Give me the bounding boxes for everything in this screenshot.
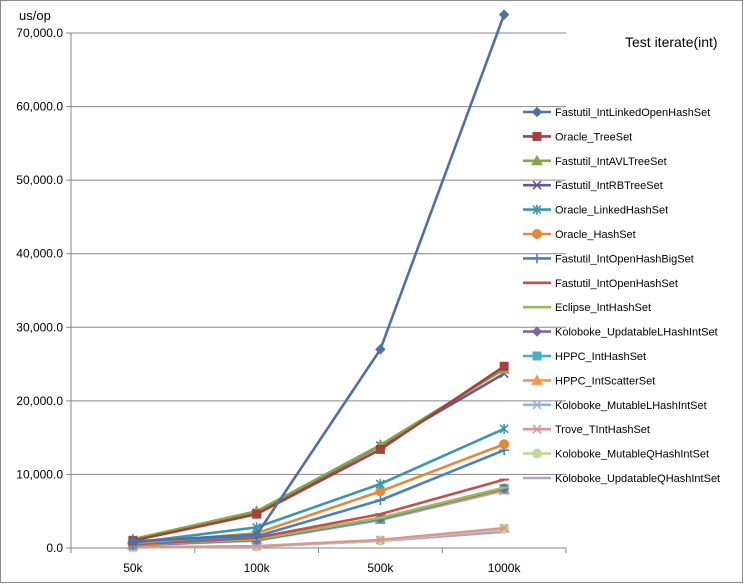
legend-entry: Fastutil_IntOpenHashSet: [523, 278, 678, 290]
series-line: [132, 372, 505, 542]
legend-marker: [531, 154, 543, 166]
legend-label: Eclipse_IntHashSet: [555, 302, 651, 314]
y-tick-label: 10,000.0: [16, 467, 63, 481]
legend-marker: [532, 351, 542, 361]
legend-entry: Fastutil_IntLinkedOpenHashSet: [523, 106, 710, 119]
x-tick-label: 50k: [123, 561, 143, 575]
legend-entry: Oracle_HashSet: [523, 229, 636, 241]
series-line: [132, 448, 505, 545]
legend-label: Oracle_HashSet: [555, 229, 636, 241]
legend-label: Fastutil_IntAVLTreeSet: [555, 156, 667, 168]
legend-label: Fastutil_IntOpenHashSet: [555, 278, 678, 290]
data-point: [375, 344, 386, 355]
legend-marker: [532, 204, 542, 215]
legend-label: Oracle_TreeSet: [555, 131, 632, 143]
legend-label: Trove_TIntHashSet: [555, 424, 650, 436]
series-line: [132, 14, 506, 543]
y-tick-label: 20,000.0: [16, 394, 63, 408]
y-tick-label: 40,000.0: [16, 247, 63, 261]
legend-entry: HPPC_IntScatterSet: [523, 374, 655, 387]
legend-marker: [532, 424, 542, 434]
legend-entry: Fastutil_IntRBTreeSet: [523, 180, 663, 192]
legend-marker: [531, 326, 543, 337]
legend-entry: Koloboke_MutableQHashIntSet: [523, 448, 709, 461]
y-tick-label: 70,000.0: [16, 26, 63, 40]
data-series: [127, 9, 510, 553]
data-point: [251, 529, 262, 540]
legend-entry: Koloboke_MutableLHashIntSet: [523, 400, 707, 412]
legend-label: Fastutil_IntOpenHashBigSet: [555, 253, 694, 265]
series-line: [132, 365, 505, 542]
legend-entry: Koloboke_UpdatableLHashIntSet: [523, 326, 718, 339]
legend-entry: Eclipse_IntHashSet: [523, 302, 651, 314]
legend-marker: [531, 374, 543, 385]
data-point: [127, 536, 139, 547]
data-point: [498, 9, 510, 20]
data-point: [499, 423, 509, 434]
legend-label: Fastutil_IntLinkedOpenHashSet: [555, 107, 710, 119]
legend-label: Koloboke_MutableQHashIntSet: [555, 449, 709, 461]
legend-entry: Koloboke_UpdatableQHashIntSet: [523, 473, 720, 485]
series-line: [132, 427, 505, 545]
legend-label: Koloboke_UpdatableLHashIntSet: [555, 327, 718, 339]
series-fastutil-intavltreeset: [127, 363, 510, 544]
legend-marker: [532, 448, 542, 459]
legend-label: HPPC_IntHashSet: [555, 351, 646, 363]
legend-entry: Oracle_TreeSet: [523, 131, 632, 143]
x-tick-label: 100k: [244, 561, 271, 575]
legend-marker: [532, 229, 542, 239]
legend-marker: [532, 180, 542, 190]
y-axis-label: us/op: [19, 8, 51, 23]
series-line: [132, 526, 505, 549]
legend-entry: Trove_TIntHashSet: [523, 424, 650, 436]
gridlines: [71, 32, 566, 475]
x-tick-label: 500k: [367, 561, 394, 575]
data-point: [375, 478, 385, 489]
legend-label: HPPC_IntScatterSet: [555, 375, 655, 387]
data-point: [375, 495, 386, 506]
legend-label: Koloboke_MutableLHashIntSet: [555, 400, 707, 412]
data-point: [499, 439, 510, 450]
legend-marker: [532, 131, 542, 141]
data-point: [499, 361, 509, 371]
axes: 0.0 10,000.0 20,000.0 30,000.0 40,000.0 50,00…: [16, 26, 567, 575]
legend-entry: Fastutil_IntOpenHashBigSet: [523, 253, 694, 265]
legend: Fastutil_IntLinkedOpenHashSet Oracle_Tree…: [523, 106, 720, 485]
y-tick-label: 50,000.0: [16, 173, 63, 187]
legend-label: Oracle_LinkedHashSet: [555, 205, 668, 217]
y-tick-label: 30,000.0: [16, 320, 63, 334]
legend-marker: [532, 253, 542, 264]
data-point: [252, 509, 262, 519]
data-point: [375, 535, 385, 545]
data-point: [499, 523, 509, 533]
legend-label: Fastutil_IntRBTreeSet: [555, 180, 663, 192]
legend-marker: [531, 106, 543, 118]
legend-marker: [532, 400, 542, 410]
chart-title: Test iterate(int): [625, 34, 718, 50]
legend-entry: Oracle_LinkedHashSet: [523, 204, 668, 217]
y-tick-label: 0.0: [46, 541, 63, 555]
series-fastutil-intlinkedopenhashset: [127, 9, 510, 547]
x-tick-label: 1000k: [488, 561, 522, 575]
legend-label: Koloboke_UpdatableQHashIntSet: [555, 473, 720, 485]
data-point: [375, 444, 385, 454]
legend-entry: HPPC_IntHashSet: [523, 351, 646, 363]
legend-entry: Fastutil_IntAVLTreeSet: [523, 154, 667, 168]
y-tick-label: 60,000.0: [16, 100, 63, 114]
